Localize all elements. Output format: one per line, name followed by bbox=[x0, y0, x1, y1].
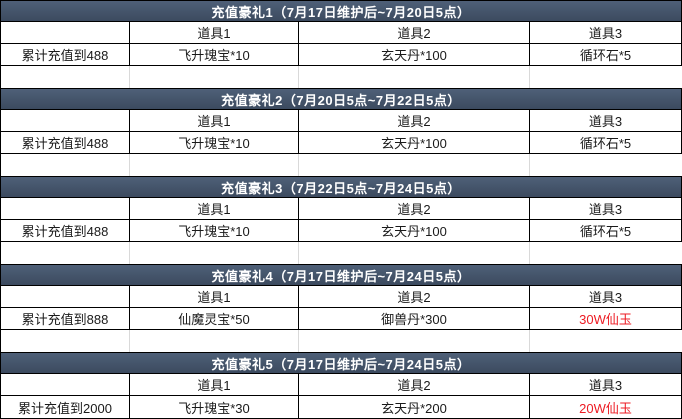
table-title: 充值豪礼1（7月17日维护后~7月20日5点） bbox=[211, 4, 471, 20]
item-header-2: 道具2 bbox=[299, 286, 530, 308]
spacer-row bbox=[0, 154, 682, 176]
item-header-3: 道具3 bbox=[530, 110, 682, 132]
reward-item-1: 飞升瑰宝*30 bbox=[130, 396, 299, 419]
reward-item-1: 仙魔灵宝*50 bbox=[130, 308, 299, 330]
reward-item-2: 玄天丹*200 bbox=[299, 396, 530, 419]
reward-item-3-highlight: 30W仙玉 bbox=[530, 308, 682, 330]
threshold-cell: 累计充值到488 bbox=[0, 220, 130, 242]
table-title-bar-3: 充值豪礼3（7月22日5点~7月24日5点） bbox=[0, 176, 682, 198]
item-header-2: 道具2 bbox=[299, 110, 530, 132]
reward-item-3-highlight: 20W仙玉 bbox=[530, 396, 682, 419]
reward-item-1: 飞升瑰宝*10 bbox=[130, 132, 299, 154]
spacer-row bbox=[0, 242, 682, 264]
reward-item-1: 飞升瑰宝*10 bbox=[130, 220, 299, 242]
corner-empty-cell bbox=[0, 110, 130, 132]
reward-row: 累计充值到488 飞升瑰宝*10 玄天丹*100 循环石*5 bbox=[0, 44, 682, 66]
item-header-3: 道具3 bbox=[530, 198, 682, 220]
threshold-cell: 累计充值到488 bbox=[0, 132, 130, 154]
reward-item-2: 玄天丹*100 bbox=[299, 44, 530, 66]
reward-item-1: 飞升瑰宝*10 bbox=[130, 44, 299, 66]
threshold-cell: 累计充值到888 bbox=[0, 308, 130, 330]
reward-item-2: 御兽丹*300 bbox=[299, 308, 530, 330]
item-header-3: 道具3 bbox=[530, 374, 682, 396]
reward-row: 累计充值到488 飞升瑰宝*10 玄天丹*100 循环石*5 bbox=[0, 132, 682, 154]
reward-row: 累计充值到888 仙魔灵宝*50 御兽丹*300 30W仙玉 bbox=[0, 308, 682, 330]
item-header-1: 道具1 bbox=[130, 374, 299, 396]
item-header-2: 道具2 bbox=[299, 22, 530, 44]
table-title: 充值豪礼2（7月20日5点~7月22日5点） bbox=[221, 92, 461, 108]
item-header-3: 道具3 bbox=[530, 22, 682, 44]
item-header-row: 道具1 道具2 道具3 bbox=[0, 286, 682, 308]
reward-item-2: 玄天丹*100 bbox=[299, 132, 530, 154]
item-header-row: 道具1 道具2 道具3 bbox=[0, 374, 682, 396]
corner-empty-cell bbox=[0, 374, 130, 396]
corner-empty-cell bbox=[0, 286, 130, 308]
item-header-row: 道具1 道具2 道具3 bbox=[0, 22, 682, 44]
item-header-row: 道具1 道具2 道具3 bbox=[0, 198, 682, 220]
item-header-1: 道具1 bbox=[130, 198, 299, 220]
threshold-cell: 累计充值到488 bbox=[0, 44, 130, 66]
item-header-2: 道具2 bbox=[299, 374, 530, 396]
item-header-3: 道具3 bbox=[530, 286, 682, 308]
reward-row: 累计充值到2000 飞升瑰宝*30 玄天丹*200 20W仙玉 bbox=[0, 396, 682, 419]
table-title: 充值豪礼4（7月17日维护后~7月24日5点） bbox=[211, 268, 471, 284]
item-header-1: 道具1 bbox=[130, 286, 299, 308]
reward-item-3: 循环石*5 bbox=[530, 44, 682, 66]
table-title-bar-2: 充值豪礼2（7月20日5点~7月22日5点） bbox=[0, 88, 682, 110]
recharge-table-3: 充值豪礼3（7月22日5点~7月24日5点） 道具1 道具2 道具3 累计充值到… bbox=[0, 176, 682, 264]
reward-item-2: 玄天丹*100 bbox=[299, 220, 530, 242]
threshold-cell: 累计充值到2000 bbox=[0, 396, 130, 419]
corner-empty-cell bbox=[0, 22, 130, 44]
item-header-2: 道具2 bbox=[299, 198, 530, 220]
reward-item-3: 循环石*5 bbox=[530, 220, 682, 242]
item-header-row: 道具1 道具2 道具3 bbox=[0, 110, 682, 132]
spacer-row bbox=[0, 330, 682, 352]
spacer-row bbox=[0, 66, 682, 88]
recharge-table-2: 充值豪礼2（7月20日5点~7月22日5点） 道具1 道具2 道具3 累计充值到… bbox=[0, 88, 682, 176]
table-title-bar-1: 充值豪礼1（7月17日维护后~7月20日5点） bbox=[0, 0, 682, 22]
recharge-table-1: 充值豪礼1（7月17日维护后~7月20日5点） 道具1 道具2 道具3 累计充值… bbox=[0, 0, 682, 88]
table-title: 充值豪礼3（7月22日5点~7月24日5点） bbox=[221, 180, 461, 196]
table-title-bar-5: 充值豪礼5（7月17日维护后~7月24日5点） bbox=[0, 352, 682, 374]
reward-item-3: 循环石*5 bbox=[530, 132, 682, 154]
recharge-table-5: 充值豪礼5（7月17日维护后~7月24日5点） 道具1 道具2 道具3 累计充值… bbox=[0, 352, 682, 419]
item-header-1: 道具1 bbox=[130, 110, 299, 132]
item-header-1: 道具1 bbox=[130, 22, 299, 44]
recharge-table-4: 充值豪礼4（7月17日维护后~7月24日5点） 道具1 道具2 道具3 累计充值… bbox=[0, 264, 682, 352]
corner-empty-cell bbox=[0, 198, 130, 220]
table-title-bar-4: 充值豪礼4（7月17日维护后~7月24日5点） bbox=[0, 264, 682, 286]
table-title: 充值豪礼5（7月17日维护后~7月24日5点） bbox=[211, 356, 471, 372]
reward-row: 累计充值到488 飞升瑰宝*10 玄天丹*100 循环石*5 bbox=[0, 220, 682, 242]
